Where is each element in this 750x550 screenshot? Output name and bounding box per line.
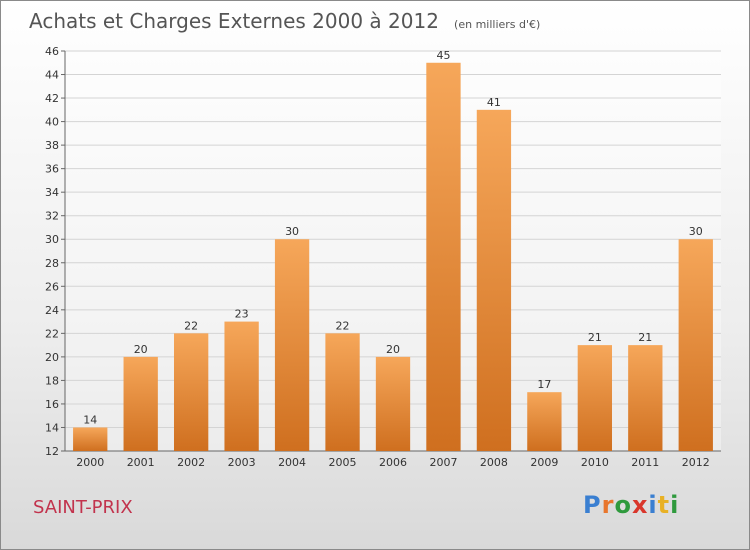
y-tick-label: 32 [45, 210, 59, 223]
bar [325, 333, 360, 451]
bar [527, 392, 562, 451]
logo-letter: P [583, 491, 602, 519]
data-label: 45 [436, 49, 450, 62]
y-tick-label: 34 [45, 186, 59, 199]
x-tick-label: 2006 [379, 456, 407, 469]
chart-title-row: Achats et Charges Externes 2000 à 2012 (… [29, 9, 540, 33]
data-label: 21 [638, 331, 652, 344]
bar [476, 109, 512, 451]
data-label: 41 [487, 96, 501, 109]
y-tick-label: 44 [45, 69, 59, 82]
bar [577, 345, 613, 451]
data-label: 20 [134, 343, 148, 356]
y-tick-label: 22 [45, 327, 59, 340]
y-tick-label: 38 [45, 139, 59, 152]
x-tick-label: 2008 [480, 456, 508, 469]
y-tick-label: 46 [45, 45, 59, 58]
x-tick-label: 2001 [127, 456, 155, 469]
x-tick-label: 2005 [329, 456, 357, 469]
chart-subtitle: (en milliers d'€) [454, 18, 541, 31]
proxiti-logo: Proxiti [583, 491, 679, 519]
x-tick-label: 2004 [278, 456, 306, 469]
data-label: 21 [588, 331, 602, 344]
y-tick-label: 18 [45, 374, 59, 387]
bar [426, 62, 461, 451]
y-tick-label: 24 [45, 304, 59, 317]
y-tick-label: 26 [45, 280, 59, 293]
data-label: 30 [285, 225, 299, 238]
bar [375, 356, 411, 451]
x-tick-label: 2002 [177, 456, 205, 469]
y-tick-label: 14 [45, 421, 59, 434]
logo-letter: i [648, 491, 658, 519]
x-tick-label: 2000 [76, 456, 104, 469]
data-label: 30 [689, 225, 703, 238]
data-label: 17 [537, 378, 551, 391]
bar [173, 333, 209, 451]
y-tick-label: 28 [45, 257, 59, 270]
chart-title: Achats et Charges Externes 2000 à 2012 [29, 9, 439, 33]
y-tick-label: 12 [45, 445, 59, 458]
logo-letter: x [631, 491, 649, 519]
x-tick-label: 2010 [581, 456, 609, 469]
data-label: 14 [83, 413, 97, 426]
data-label: 23 [235, 308, 249, 321]
x-tick-label: 2007 [429, 456, 457, 469]
logo-letter: t [657, 491, 671, 519]
data-label: 22 [336, 319, 350, 332]
x-tick-label: 2003 [228, 456, 256, 469]
logo-letter: o [614, 491, 632, 519]
bar [274, 239, 310, 451]
logo-letter: r [601, 491, 615, 519]
city-name: SAINT-PRIX [33, 497, 133, 518]
bar [224, 321, 259, 451]
data-label: 20 [386, 343, 400, 356]
y-tick-label: 16 [45, 398, 59, 411]
y-tick-label: 30 [45, 233, 59, 246]
bar [73, 427, 108, 451]
bar [123, 356, 158, 451]
logo-letter: i [670, 491, 680, 519]
y-tick-label: 36 [45, 163, 59, 176]
data-label: 22 [184, 319, 198, 332]
y-tick-label: 20 [45, 351, 59, 364]
x-tick-label: 2012 [682, 456, 710, 469]
y-tick-label: 40 [45, 116, 59, 129]
y-tick-label: 42 [45, 92, 59, 105]
bar [628, 345, 663, 451]
x-tick-label: 2009 [530, 456, 558, 469]
x-tick-label: 2011 [631, 456, 659, 469]
bar [678, 239, 713, 451]
